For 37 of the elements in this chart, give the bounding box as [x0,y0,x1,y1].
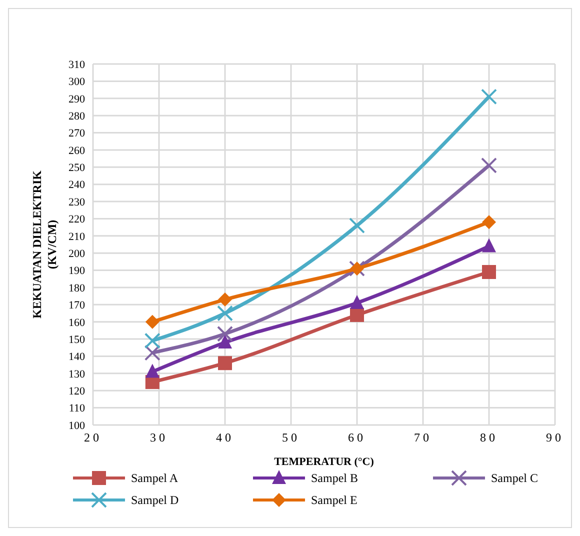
x-tick-label: 20 [84,430,102,445]
legend-label: Sampel E [311,492,358,508]
y-tick-label: 110 [68,402,86,415]
legend-label: Sampel D [131,492,179,508]
y-tick-label: 210 [68,230,86,243]
legend-label: Sampel C [491,470,538,486]
y-tick-label: 170 [68,300,86,312]
y-tick-label: 120 [68,386,86,398]
y-tick-label: 150 [68,334,86,346]
x-axis-title: TEMPERATUR (°C) [274,456,374,468]
y-tick-label: 290 [68,93,86,106]
y-tick-label: 130 [68,368,86,380]
x-tick-label: 50 [282,430,300,445]
x-tick-label: 40 [216,430,234,445]
y-axis-title: KEKUATAN DIELEKTRIK (KV/CM) [30,170,59,318]
y-tick-label: 300 [68,76,86,88]
x-tick-label: 80 [480,430,498,445]
y-tick-label: 230 [68,196,86,208]
x-tick-label: 60 [348,430,366,445]
y-tick-label: 240 [68,179,86,192]
y-tick-label: 140 [68,351,86,364]
y-tick-label: 270 [68,128,86,140]
y-tick-label: 160 [68,316,86,329]
y-tick-label: 200 [68,248,86,260]
y-tick-label: 310 [68,58,86,71]
x-tick-label: 70 [414,430,432,445]
legend-label: Sampel B [311,470,358,486]
y-tick-label: 250 [68,162,86,174]
y-tick-label: 220 [68,214,86,226]
y-tick-label: 190 [68,265,86,278]
y-tick-label: 180 [68,282,86,294]
y-tick-label: 280 [68,110,86,122]
y-tick-label: 260 [68,144,86,157]
x-tick-label: 90 [546,430,564,445]
y-tick-label: 100 [68,420,86,432]
legend-label: Sampel A [131,470,178,486]
x-tick-label: 30 [150,430,168,445]
